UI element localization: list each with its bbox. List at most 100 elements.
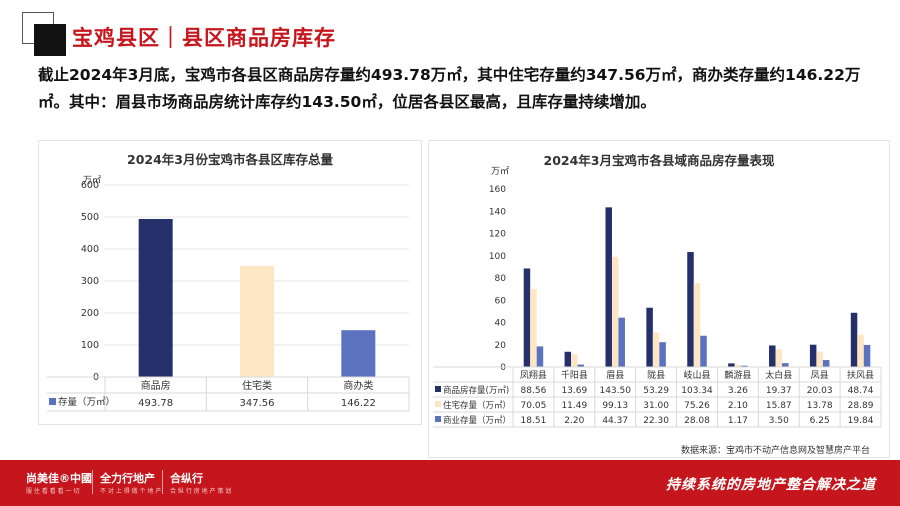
chart2-x-label: 扶风县 xyxy=(847,369,874,381)
chart2-bar-陇县-0 xyxy=(646,307,653,367)
chart1-data-label: 347.56 xyxy=(240,398,275,409)
chart-panel-total-stock: 2024年3月份宝鸡市各县区库存总量 万㎡0100200300400500600… xyxy=(38,140,422,425)
chart2-x-label: 岐山县 xyxy=(683,369,710,381)
chart1-y-tick: 600 xyxy=(81,180,99,191)
chart2-x-label: 麟游县 xyxy=(724,369,751,381)
brand-quanlixing-tagline: 不 对 上 得 做 个 地 产 xyxy=(100,488,162,495)
chart2-data-label: 28.89 xyxy=(848,401,874,411)
chart2-bar-太白县-2 xyxy=(782,363,789,367)
chart2-bar-千阳县-0 xyxy=(564,351,572,367)
chart2-data-label: 13.78 xyxy=(807,401,833,411)
page-title: 宝鸡县区｜县区商品房库存 xyxy=(72,26,336,50)
chart2-bar-凤县-1 xyxy=(816,351,823,367)
chart2-bar-陇县-2 xyxy=(659,342,666,367)
chart2-y-tick: 120 xyxy=(489,230,506,240)
chart2-data-label: 13.69 xyxy=(561,386,587,396)
chart2-y-unit: 万㎡ xyxy=(491,166,509,177)
chart2-legend-swatch xyxy=(435,386,441,392)
chart1-legend-label: 存量（万㎡） xyxy=(58,396,115,408)
chart1-bar-住宅类 xyxy=(240,265,274,377)
chart2-data-label: 44.37 xyxy=(602,416,628,426)
chart1-y-tick: 300 xyxy=(81,276,99,287)
chart2-x-label: 千阳县 xyxy=(561,370,588,381)
chart2-x-label: 陇县 xyxy=(647,369,665,381)
chart1-legend-swatch xyxy=(49,398,56,405)
chart2-y-tick: 0 xyxy=(500,363,506,373)
chart2-data-label: 6.25 xyxy=(810,416,830,426)
chart2-data-label: 11.49 xyxy=(561,401,587,411)
chart2-y-tick: 80 xyxy=(495,274,507,284)
chart2-bar-凤县-2 xyxy=(822,360,830,367)
chart2-y-tick: 140 xyxy=(489,207,506,217)
chart2-bar-扶风县-1 xyxy=(857,334,864,367)
chart2-bar-太白县-0 xyxy=(769,345,776,367)
chart1-data-label: 146.22 xyxy=(341,398,376,409)
data-source-note: 数据来源：宝鸡市不动产信息网及智慧房产平台 xyxy=(680,446,870,456)
brand-hezongxing-tagline: 合 纵 行 房 地 产 策 划 xyxy=(170,488,232,495)
chart2-data-label: 15.87 xyxy=(766,401,792,411)
chart1-svg: 万㎡0100200300400500600商品房493.78住宅类347.56商… xyxy=(47,175,410,412)
chart2-data-label: 28.08 xyxy=(684,416,710,426)
chart1-title: 2024年3月份宝鸡市各县区库存总量 xyxy=(127,152,333,167)
title-decoration-square xyxy=(34,24,66,56)
chart2-x-label: 太白县 xyxy=(765,369,792,381)
chart2-bar-凤翔县-1 xyxy=(530,289,537,367)
chart1-bar-商办类 xyxy=(341,330,376,377)
headline-paragraph: 截止2024年3月底，宝鸡市各县区商品房存量约493.78万㎡，其中住宅存量约3… xyxy=(38,66,861,111)
chart2-data-label: 18.51 xyxy=(521,416,547,426)
chart2-bar-陇县-1 xyxy=(652,332,660,367)
chart2-bar-千阳县-1 xyxy=(571,354,578,367)
chart2-bar-麟游县-1 xyxy=(734,364,742,367)
chart1-bar-商品房 xyxy=(138,218,173,377)
chart2-title: 2024年3月宝鸡市各县域商品房存量表现 xyxy=(543,153,775,168)
chart2-bar-麟游县-2 xyxy=(741,365,748,367)
chart2-data-label: 53.29 xyxy=(643,386,669,396)
chart2-data-label: 1.17 xyxy=(728,416,748,426)
chart2-data-label: 19.84 xyxy=(848,416,874,426)
chart2-bar-凤县-0 xyxy=(809,344,817,367)
chart1-x-label: 住宅类 xyxy=(242,379,272,392)
chart2-y-tick: 100 xyxy=(489,252,506,262)
brand-logo-shangmeijia: 尚美佳®中國 xyxy=(26,472,92,485)
footer-bar: 尚美佳®中國 服 住 看 看 看 一 切 全力行地产 不 对 上 得 做 个 地… xyxy=(0,460,900,506)
chart2-bar-扶风县-2 xyxy=(863,344,871,367)
chart2-data-label: 48.74 xyxy=(848,386,874,396)
chart2-data-label: 103.34 xyxy=(681,386,713,396)
chart1-y-unit: 万㎡ xyxy=(83,175,101,186)
chart1-x-label: 商办类 xyxy=(343,379,373,392)
chart2-data-label: 19.37 xyxy=(766,386,792,396)
chart2-bar-凤翔县-0 xyxy=(523,268,531,367)
chart1-y-tick: 100 xyxy=(81,340,99,351)
chart2-data-label: 2.20 xyxy=(564,416,584,426)
chart2-x-label: 眉县 xyxy=(606,370,624,381)
footer-divider xyxy=(162,470,163,494)
chart2-y-tick: 160 xyxy=(489,185,506,195)
chart2-legend-label: 商业存量（万㎡） xyxy=(443,415,511,426)
chart2-x-label: 凤翔县 xyxy=(520,369,547,381)
chart2-x-label: 凤县 xyxy=(811,370,829,381)
chart1-y-tick: 400 xyxy=(81,244,99,255)
footer-slogan: 持续系统的房地产整合解决之道 xyxy=(666,477,876,493)
footer-divider xyxy=(92,470,93,494)
chart2-data-label: 70.05 xyxy=(521,401,547,411)
chart2-y-tick: 60 xyxy=(495,296,507,306)
brand-shangmeijia-tagline: 服 住 看 看 看 一 切 xyxy=(26,488,80,495)
chart2-bar-千阳县-2 xyxy=(577,364,585,367)
brand-logo-hezongxing: 合纵行 xyxy=(170,472,203,485)
chart2-bar-岐山县-1 xyxy=(693,283,701,367)
chart2-y-tick: 20 xyxy=(495,341,507,351)
chart2-legend-swatch xyxy=(435,416,441,422)
chart2-bar-凤翔县-2 xyxy=(536,346,544,367)
chart2-svg: 万㎡ 0 20 40 60 80 100 120 140 160 凤翔县 千阳县 眉县 陇县 岐山县 麟游县 太… xyxy=(433,166,882,428)
chart-panel-county-stock: 2024年3月宝鸡市各县域商品房存量表现 万㎡ 0 20 40 60 80 100 120 14… xyxy=(428,140,890,458)
chart1-y-tick: 200 xyxy=(81,308,99,319)
chart2-bar-岐山县-2 xyxy=(700,335,707,367)
chart2-bar-麟游县-0 xyxy=(728,363,735,367)
chart2-legend-label: 住宅存量（万㎡） xyxy=(443,400,511,411)
chart2-bar-扶风县-0 xyxy=(850,312,858,367)
chart2-data-label: 22.30 xyxy=(643,416,669,426)
chart2-data-label: 20.03 xyxy=(807,386,833,396)
chart2-data-label: 75.26 xyxy=(684,401,710,411)
chart2-data-label: 3.50 xyxy=(769,416,789,426)
chart2-legend-label: 商品房存量(万㎡) xyxy=(443,385,509,396)
